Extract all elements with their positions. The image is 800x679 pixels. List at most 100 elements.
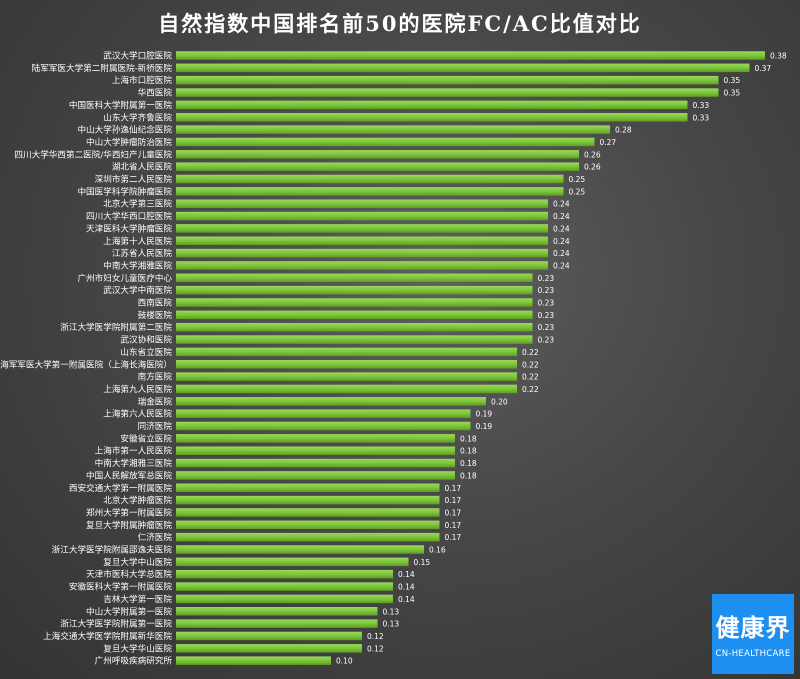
bar [176,397,486,406]
category-label: 山东大学齐鲁医院 [103,111,172,123]
bar [176,384,517,394]
category-label: 上海市第一人民医院 [95,445,173,457]
bar [176,619,378,628]
value-label: 0.14 [398,583,415,592]
category-label: 中南大学湘雅三医院 [95,457,173,469]
bar [176,520,440,530]
bar [176,63,750,73]
category-label: 上海交通大学医学院附属新华医院 [43,630,172,642]
value-label: 0.23 [538,299,555,308]
bar [176,372,517,381]
bar [176,471,455,480]
bar [176,310,533,320]
value-label: 0.14 [398,570,415,579]
value-label: 0.23 [538,323,555,332]
category-label: 复旦大学附属肿瘤医院 [86,519,172,531]
value-label: 0.27 [600,138,617,147]
category-label: 中山大学肿瘤防治医院 [86,136,172,148]
value-label: 0.22 [522,385,539,394]
bar [176,187,564,196]
value-label: 0.24 [553,212,570,221]
bar [176,236,548,245]
value-label: 0.23 [538,311,555,320]
bar [176,569,393,579]
bar [176,644,362,653]
value-label: 0.17 [445,484,462,493]
bar [176,347,517,357]
category-label: 湖北省人民医院 [112,161,173,173]
bar [176,199,548,208]
value-label: 0.22 [522,360,539,369]
value-label: 0.33 [693,113,710,122]
brand-logo: 健康界 CN-HEALTHCARE [712,594,794,674]
bar [176,322,533,332]
value-label: 0.12 [367,644,384,653]
category-label: 天津市医科大学总医院 [86,568,172,580]
category-label: 浙江大学医学院附属第二医院 [60,321,172,333]
category-label: 上海第九人民医院 [103,383,172,395]
category-label: 四川大学华西口腔医院 [86,210,172,222]
category-label: 中国人民解放军总医院 [86,469,172,481]
bar [176,162,579,171]
bar [176,421,471,431]
bar [176,211,548,221]
category-label: 复旦大学中山医院 [103,556,172,568]
value-label: 0.19 [476,422,493,431]
bar [176,360,517,369]
category-label: 南方医院 [138,371,173,383]
bar [176,75,719,85]
value-label: 0.24 [553,261,570,270]
value-label: 0.26 [584,163,601,172]
bars-group: 武汉大学口腔医院 0.38 陆军军医大学第二附属医院-新桥医院 0.37 上海市口腔医院… [0,50,787,667]
bar [176,125,610,134]
bar [176,557,409,567]
category-label: 武汉协和医院 [120,334,172,346]
value-label: 0.17 [445,521,462,530]
value-label: 0.22 [522,348,539,357]
bar [176,248,548,258]
category-label: 华西医院 [138,87,173,99]
value-label: 0.18 [460,459,477,468]
bar [176,594,393,604]
value-label: 0.25 [569,175,586,184]
value-label: 0.17 [445,508,462,517]
bar [176,483,440,492]
bar [176,434,455,443]
value-label: 0.38 [770,52,787,61]
category-label: 上海第十人民医院 [103,235,172,247]
category-label: 西安交通大学第一附属医院 [69,482,173,494]
category-label: 瑞金医院 [138,395,173,407]
category-label: 仁济医院 [138,531,173,543]
category-label: 中国医科大学附属第一医院 [69,99,173,111]
bar [176,508,440,517]
bar [176,285,533,295]
chart-title: 自然指数中国排名前50的医院FC/AC比值对比 [158,11,642,36]
bar [176,113,688,122]
category-label: 陆军军医大学第二附属医院-新桥医院 [32,62,173,74]
value-label: 0.18 [460,434,477,443]
category-label: 安徽医科大学第一附属医院 [69,581,173,593]
category-label: 武汉大学口腔医院 [103,50,172,62]
value-label: 0.19 [476,410,493,419]
category-label: 广州市妇女儿童医疗中心 [77,272,172,284]
category-label: 鼓楼医院 [138,309,173,321]
category-label: 上海第六人民医院 [103,408,172,420]
category-label: 中山大学孙逸仙纪念医院 [77,124,172,136]
value-label: 0.22 [522,373,539,382]
value-label: 0.17 [445,496,462,505]
category-label: 深圳市第二人民医院 [95,173,173,185]
bar [176,261,548,270]
category-label: 江苏省人民医院 [112,247,173,259]
value-label: 0.24 [553,200,570,209]
value-label: 0.18 [460,447,477,456]
value-label: 0.13 [383,607,400,616]
bar [176,631,362,641]
category-label: 浙江大学医学院附属邵逸夫医院 [52,544,173,556]
category-label: 安徽省立医院 [120,432,172,444]
logo-cn-text: 健康界 [715,614,791,642]
bar [176,335,533,344]
value-label: 0.24 [553,237,570,246]
bar [176,409,471,418]
value-label: 0.25 [569,187,586,196]
